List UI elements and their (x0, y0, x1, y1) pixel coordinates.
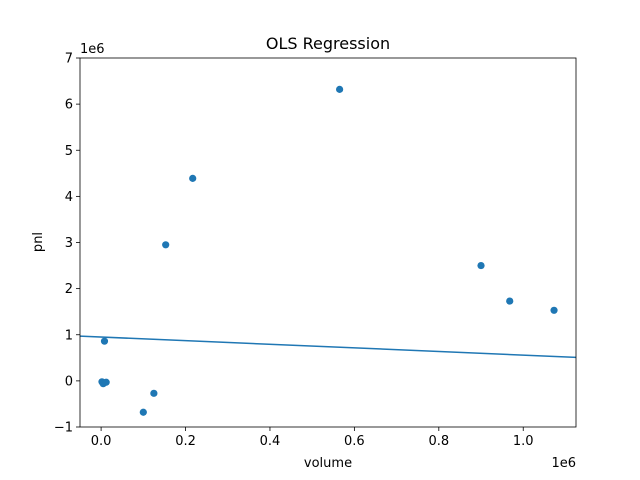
data-point (550, 306, 558, 314)
y-axis-ticks: −1 0 1 2 3 4 5 6 7 (54, 52, 80, 436)
y-tick-label: −1 (54, 421, 73, 436)
data-point (150, 389, 158, 397)
x-tick-label: 0.6 (344, 434, 365, 449)
chart-title: OLS Regression (266, 34, 390, 53)
y-tick-label: 5 (65, 144, 73, 159)
y-offset-label: 1e6 (80, 42, 105, 57)
data-point (189, 174, 197, 182)
x-tick-label: 0.8 (428, 434, 449, 449)
y-tick-label: 7 (65, 52, 73, 67)
y-tick-label: 3 (65, 236, 73, 251)
data-point (477, 261, 485, 270)
data-point (336, 85, 344, 93)
y-tick-label: 2 (65, 282, 73, 297)
regression-layer (79, 335, 577, 359)
regression-line (79, 335, 577, 359)
data-point (102, 378, 110, 386)
y-tick-label: 6 (65, 98, 73, 113)
data-point (100, 337, 109, 345)
data-point (506, 297, 514, 305)
x-tick-label: 1.0 (513, 434, 534, 449)
x-offset-label: 1e6 (551, 456, 576, 471)
data-point (139, 408, 147, 416)
x-tick-label: 0.2 (175, 434, 196, 449)
x-axis-label: volume (304, 456, 352, 471)
data-point (162, 241, 170, 249)
data-points (98, 85, 558, 416)
y-tick-label: 1 (65, 328, 73, 343)
x-tick-label: 0.4 (260, 434, 281, 449)
x-tick-label: 0.0 (91, 434, 112, 449)
x-axis-ticks: 0.0 0.2 0.4 0.6 0.8 1.0 (91, 427, 534, 449)
y-axis-label: pnl (31, 232, 46, 252)
y-tick-label: 0 (65, 374, 73, 389)
y-tick-label: 4 (65, 190, 73, 205)
plot-frame (79, 57, 577, 428)
